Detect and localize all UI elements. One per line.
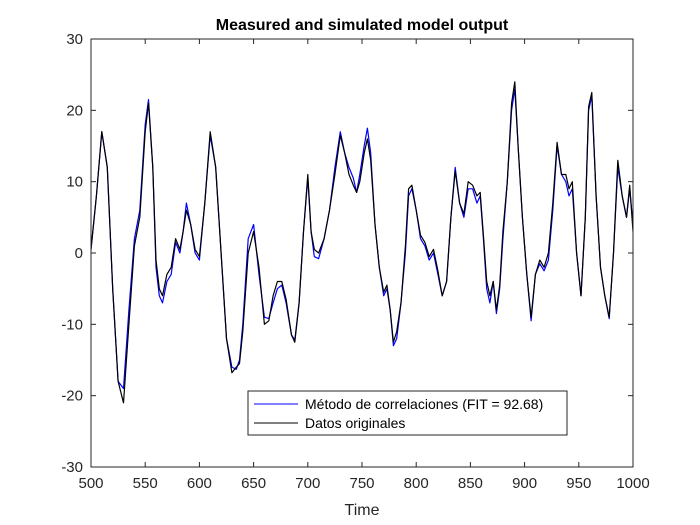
chart-title: Measured and simulated model output [216, 17, 509, 34]
y-tick-label: -30 [61, 459, 83, 476]
legend-box [247, 390, 568, 436]
x-tick-label: 950 [566, 475, 591, 492]
legend: Método de correlaciones (FIT = 92.68) Da… [247, 390, 568, 436]
series-line-1 [91, 81, 633, 404]
x-tick-label: 750 [349, 475, 374, 492]
x-axis-label: Time [345, 502, 380, 519]
x-tick-label: 650 [241, 475, 266, 492]
x-tick-label: 900 [512, 475, 537, 492]
legend-label-datos: Datos originales [305, 415, 405, 431]
y-tick-label: -10 [61, 316, 83, 333]
x-tick-label: 1000 [616, 475, 649, 492]
y-tick-label: 30 [66, 31, 83, 48]
y-tick-label: 20 [66, 102, 83, 119]
x-tick-label: 600 [187, 475, 212, 492]
x-tick-label: 800 [404, 475, 429, 492]
y-tick-label: 10 [66, 174, 83, 191]
axis-ticks: 500 550 600 650 700 750 800 850 900 950 1000 -30 -20… [61, 31, 649, 492]
x-tick-label: 500 [78, 475, 103, 492]
y-tick-label: 0 [75, 245, 83, 262]
series-lines [91, 81, 633, 404]
plot-frame [90, 38, 634, 468]
x-tick-label: 550 [133, 475, 158, 492]
legend-label-correlaciones: Método de correlaciones (FIT = 92.68) [305, 396, 543, 412]
x-tick-label: 700 [295, 475, 320, 492]
x-tick-label: 850 [458, 475, 483, 492]
y-tick-label: -20 [61, 388, 83, 405]
